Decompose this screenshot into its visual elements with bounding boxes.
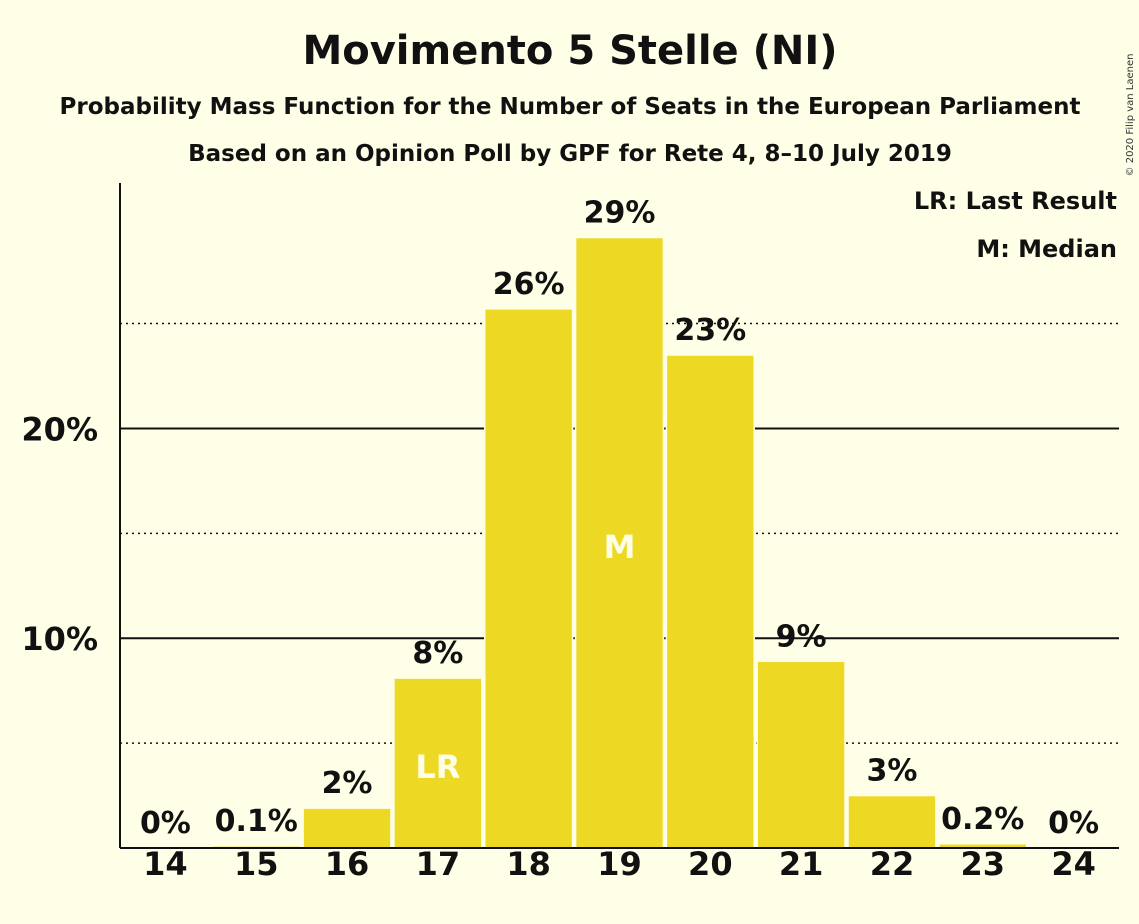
chart-subtitle: Probability Mass Function for the Number… (60, 94, 1081, 120)
data-label-18: 26% (493, 267, 565, 302)
x-tick-label-22: 22 (870, 845, 915, 883)
x-tick-label-16: 16 (325, 845, 370, 883)
y-tick-label: 10% (21, 620, 98, 658)
data-label-21: 9% (776, 619, 827, 654)
data-labels: 0% 0.1% 2% 8% LR 26% 29% M 23% 9% 3% 0.2% 0% (140, 196, 1099, 841)
data-label-15: 0.1% (215, 804, 298, 839)
bar-22 (847, 794, 937, 849)
bar-16 (302, 807, 392, 849)
data-label-19: 29% (584, 196, 656, 231)
axes: 10% 20% 14 15 16 17 18 19 20 21 22 23 24 (21, 183, 1119, 883)
data-label-24: 0% (1048, 806, 1099, 841)
chart-title: Movimento 5 Stelle (NI) (302, 28, 837, 74)
bar-20 (665, 354, 755, 849)
data-label-16: 2% (322, 766, 373, 801)
x-tick-label-20: 20 (688, 845, 733, 883)
bar-17 (393, 677, 483, 849)
x-tick-label-24: 24 (1051, 845, 1096, 883)
bar-21 (756, 660, 846, 849)
data-label-17: 8% (412, 636, 463, 671)
y-tick-label: 20% (21, 410, 98, 448)
data-label-22: 3% (866, 754, 917, 789)
x-tick-label-18: 18 (506, 845, 551, 883)
legend-last-result: LR: Last Result (914, 187, 1117, 215)
x-tick-label-19: 19 (597, 845, 642, 883)
x-tick-label-17: 17 (416, 845, 461, 883)
x-tick-label-15: 15 (234, 845, 279, 883)
data-label-14: 0% (140, 806, 191, 841)
x-tick-label-23: 23 (961, 845, 1006, 883)
chart-subtitle-poll: Based on an Opinion Poll by GPF for Rete… (188, 141, 952, 167)
bar-marker-LR: LR (415, 748, 460, 786)
bars (211, 236, 1028, 849)
bar-18 (484, 308, 574, 849)
data-label-23: 0.2% (941, 802, 1024, 837)
copyright-note: © 2020 Filip van Laenen (1125, 54, 1136, 177)
legend-median: M: Median (976, 235, 1117, 263)
data-label-20: 23% (674, 313, 746, 348)
bar-marker-M: M (604, 528, 636, 566)
x-tick-label-21: 21 (779, 845, 824, 883)
x-tick-label-14: 14 (143, 845, 188, 883)
